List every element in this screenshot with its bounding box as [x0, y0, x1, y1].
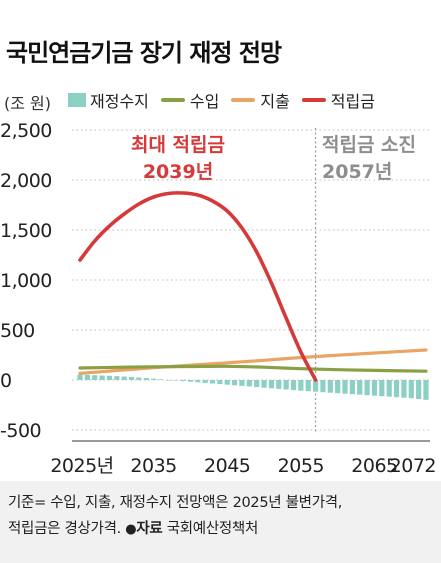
balance-bar — [327, 380, 333, 393]
legend-swatch-balance — [68, 93, 86, 107]
revenue-line — [78, 364, 428, 373]
balance-bar — [401, 380, 407, 398]
legend-item-expenditure: 지출 — [231, 88, 290, 112]
chart-plot-area: 2,500 2,000 1,500 1,000 500 0 -500 2025년 2035 204… — [0, 120, 437, 477]
balance-bar — [173, 380, 179, 381]
source-label: 자료 — [136, 521, 163, 537]
y-tick-label: 2,000 — [0, 170, 52, 192]
balance-bar — [92, 375, 98, 380]
balance-bar — [217, 380, 223, 385]
balance-bar — [246, 380, 252, 387]
balance-bar — [106, 375, 113, 380]
expenditure-line — [78, 348, 428, 375]
legend-label-balance: 재정수지 — [90, 92, 149, 111]
balance-bar — [128, 377, 135, 380]
balance-bar — [187, 380, 194, 382]
balance-bar — [165, 379, 171, 381]
balance-bar — [298, 380, 304, 391]
reserve-line — [78, 191, 318, 382]
chart-footnote: 기준= 수입, 지출, 재정수지 전망액은 2025년 불변가격, 적립금은 경… — [0, 481, 441, 563]
legend-swatch-revenue — [160, 98, 185, 102]
annotation-depletion-line2: 2057년 — [322, 161, 392, 183]
y-tick-label: 500 — [0, 320, 35, 342]
balance-bar — [202, 380, 208, 383]
balance-bar — [283, 380, 289, 390]
balance-bar — [143, 378, 149, 380]
balance-bar — [239, 380, 245, 386]
balance-bar — [77, 374, 83, 380]
balance-bar — [357, 380, 363, 395]
footnote-line1: 기준= 수입, 지출, 재정수지 전망액은 2025년 불변가격, — [8, 495, 343, 511]
balance-bar — [84, 374, 90, 380]
legend-swatch-expenditure — [231, 98, 256, 102]
balance-bar — [180, 380, 186, 382]
x-tick-label: 2035 — [130, 455, 176, 477]
balance-bar — [408, 380, 414, 399]
legend-swatch-reserve — [301, 98, 326, 102]
balance-bar — [386, 380, 392, 397]
x-tick-label: 2055 — [278, 455, 324, 477]
annotation-peak-line1: 최대 적립금 — [131, 134, 225, 156]
balance-bar — [224, 380, 230, 385]
footnote-line2: 적립금은 경상가격. ●자료 국회예산정책처 — [8, 516, 433, 543]
balance-bar — [342, 380, 348, 394]
y-tick-label: 0 — [0, 370, 12, 392]
balance-bar — [254, 380, 260, 388]
balance-bar — [99, 375, 105, 380]
balance-bar — [320, 380, 326, 393]
balance-bar — [158, 379, 164, 380]
balance-bar — [364, 380, 370, 396]
balance-bar — [349, 380, 355, 395]
balance-bar — [261, 380, 267, 388]
chart-title: 국민연금기금 장기 재정 전망 — [6, 39, 282, 67]
x-tick-label: 2025년 — [50, 455, 113, 477]
balance-bar — [276, 380, 282, 389]
balance-bar — [305, 380, 311, 392]
balance-bar — [232, 380, 238, 386]
balance-bar — [114, 376, 120, 380]
balance-bar — [195, 380, 201, 383]
source-name: 국회예산정책처 — [166, 521, 259, 537]
legend-label-expenditure: 지출 — [260, 92, 290, 111]
x-tick-label: 2072 — [390, 455, 436, 477]
legend-item-reserve: 적립금 — [301, 88, 375, 112]
y-tick-label: 1,500 — [0, 220, 52, 242]
footnote-basis: 적립금은 경상가격. — [8, 521, 121, 537]
balance-bar — [209, 380, 216, 384]
y-unit-label: (조 원) — [4, 94, 52, 113]
balance-bar — [335, 380, 341, 394]
x-tick-label: 2045 — [204, 455, 250, 477]
balance-bar — [393, 380, 400, 398]
y-tick-label: 2,500 — [0, 120, 52, 142]
balance-bar — [121, 376, 127, 380]
y-tick-label: -500 — [0, 420, 41, 442]
balance-bar — [290, 380, 297, 391]
balance-bar — [379, 380, 385, 397]
legend-label-reserve: 적립금 — [330, 92, 375, 111]
legend-label-revenue: 수입 — [189, 92, 220, 111]
balance-bar — [423, 380, 429, 400]
legend: 재정수지 수입 지출 적립금 — [68, 88, 387, 112]
balance-bar — [136, 377, 142, 380]
bullet-icon: ● — [125, 522, 137, 537]
balance-bar — [312, 380, 319, 392]
balance-bar — [416, 380, 422, 399]
annotation-peak-line2: 2039년 — [143, 161, 213, 183]
balance-bar — [268, 380, 274, 389]
balance-bar — [371, 380, 378, 396]
balance-bar — [151, 378, 157, 380]
legend-item-balance: 재정수지 — [68, 88, 149, 112]
y-tick-label: 1,000 — [0, 270, 52, 292]
x-tick-label: 2065 — [351, 455, 397, 477]
annotation-depletion-line1: 적립금 소진 — [322, 134, 416, 156]
legend-item-revenue: 수입 — [160, 88, 220, 112]
